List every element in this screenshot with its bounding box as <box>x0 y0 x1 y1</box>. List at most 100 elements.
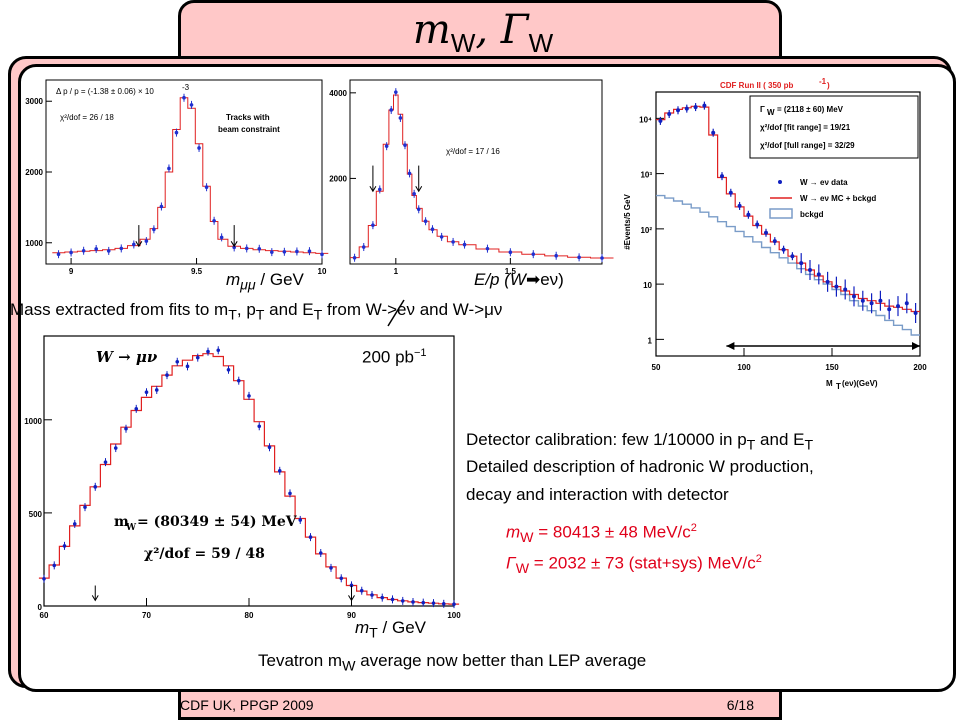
lumi-label: 200 pb−1 <box>362 347 427 367</box>
plot4-point-16 <box>206 349 210 354</box>
plot3-xlabel-sub: T <box>836 382 841 391</box>
mw-result: mW = 80413 ± 48 MeV/c2 <box>506 522 697 547</box>
plot2-point-14 <box>439 235 444 239</box>
plot2-point-20 <box>554 253 558 258</box>
plot1-point-8 <box>152 227 156 232</box>
plot4-xtick-label-1: 70 <box>142 611 151 620</box>
plot1-point-11 <box>174 130 179 135</box>
plot4-point-35 <box>400 599 405 603</box>
plot2-point-8 <box>403 143 407 147</box>
plot3-xtick-label-0: 50 <box>652 363 661 372</box>
calibration-text: Detector calibration: few 1/10000 in pT … <box>466 430 814 454</box>
plot4-xtick-label-3: 90 <box>347 611 356 620</box>
plot3-point-19 <box>825 279 830 284</box>
plot1-annotation-beam: beam constraint <box>218 125 280 134</box>
plot4-point-24 <box>288 491 292 496</box>
plot1-point-1 <box>69 250 73 255</box>
plot2-point-13 <box>430 227 435 231</box>
plot3-ytick-label-4: 10⁴ <box>639 115 652 124</box>
mt-axis-label: mT / GeV <box>355 618 427 642</box>
plot3-point-13 <box>772 239 777 244</box>
plot1-point-21 <box>270 250 274 254</box>
plot2-point-2 <box>371 223 375 227</box>
plot2-xtick-label-1: 1.5 <box>505 267 517 276</box>
plot3-point-6 <box>711 130 716 135</box>
plot4-point-7 <box>113 446 118 450</box>
plot4-point-28 <box>329 566 333 570</box>
plot1-point-20 <box>257 246 262 251</box>
detailed-text-line2: decay and interaction with detector <box>466 485 729 504</box>
plot3-legend-data-marker <box>778 180 782 184</box>
plot4-point-19 <box>236 378 241 383</box>
plot2-point-7 <box>398 116 403 120</box>
plot3-point-7 <box>720 174 724 179</box>
plot3-stat-gamma: Γ <box>760 105 765 114</box>
plot4-frame <box>43 335 455 607</box>
plot4-point-5 <box>93 485 98 489</box>
plot4-ytick-label-1: 500 <box>29 510 43 519</box>
plot3-point-14 <box>781 247 786 252</box>
plot4-point-15 <box>195 355 200 360</box>
plot2-ytick-label-0: 2000 <box>329 174 347 183</box>
plot4-annotation-mw-sub: W <box>125 523 137 533</box>
plot4-point-9 <box>134 407 139 411</box>
plot1-point-9 <box>159 204 164 209</box>
plot4-point-23 <box>277 469 282 473</box>
plot1-point-2 <box>81 248 86 253</box>
plot4-point-25 <box>298 518 303 522</box>
plot1-point-3 <box>94 247 98 251</box>
plot1-annotation-dp: Δ p / p = (-1.38 ± 0.06) × 10 <box>56 87 154 96</box>
plot2-point-16 <box>462 242 467 247</box>
missing-et-slash <box>387 299 405 327</box>
plot4-point-30 <box>349 583 354 588</box>
plot1-xtick-label-2: 10 <box>318 267 327 276</box>
plot4-ytick-label-2: 1000 <box>24 417 42 426</box>
plot1-point-5 <box>119 246 124 251</box>
plot4-point-21 <box>257 424 262 429</box>
plot4-xtick-label-4: 100 <box>447 611 461 620</box>
plot3-xlabel-end: (eν)(GeV) <box>842 379 878 388</box>
plot4-point-17 <box>216 348 221 353</box>
ep-axis-label: E/p (W➡eν) <box>474 270 564 289</box>
plot1-point-16 <box>212 218 216 223</box>
plot1-point-19 <box>244 246 249 251</box>
tevatron-text: Tevatron mW average now better than LEP … <box>258 651 647 675</box>
plot3-xlabel: M <box>826 379 833 388</box>
plot2-point-10 <box>412 192 416 196</box>
plot4-point-18 <box>226 367 231 372</box>
plot3-point-10 <box>746 212 751 217</box>
e-over-p-plot: 1 1.5 2000 4000 χ²/dof = 17 / 16 <box>329 79 614 276</box>
plot4-point-14 <box>185 364 190 369</box>
plot1-point-7 <box>144 239 149 243</box>
plot3-ytick-label-3: 10³ <box>640 171 652 180</box>
plot3-point-11 <box>755 222 760 227</box>
plot3-point-24 <box>869 301 874 306</box>
mass-extracted-text: Mass extracted from fits to mT, pT and E… <box>10 300 503 324</box>
plot3-point-21 <box>843 287 848 292</box>
plot3-point-27 <box>896 304 900 309</box>
plot4-point-31 <box>359 588 364 593</box>
plot3-legend-mc: W → eν MC + bckgd <box>800 194 876 203</box>
plot3-point-18 <box>816 272 821 277</box>
mumu-mass-plot: 9 9.5 10 1000 2000 3000 Δ p / p = (-1.38 ± 0.0… <box>25 79 329 276</box>
plot1-annotation-tracks: Tracks with <box>226 113 270 122</box>
plot3-point-9 <box>737 203 742 208</box>
plot1-point-23 <box>295 249 299 254</box>
plot3-point-15 <box>790 254 795 259</box>
plot4-point-4 <box>83 505 87 509</box>
plot4-point-40 <box>452 602 456 606</box>
plot4-point-1 <box>52 563 57 568</box>
plot1-annotation-dp-exp: -3 <box>182 83 190 92</box>
plot2-arrowhead-0 <box>369 185 377 193</box>
detailed-text-line1: Detailed description of hadronic W produ… <box>466 457 814 476</box>
plot3-point-5 <box>702 103 707 108</box>
plot1-point-4 <box>106 249 111 253</box>
plot4-point-39 <box>441 602 446 606</box>
plot4-point-10 <box>144 390 149 395</box>
plot1-arrowhead-1 <box>230 241 238 248</box>
plot2-point-21 <box>577 255 581 260</box>
plot3-point-1 <box>667 111 672 116</box>
plot3-point-17 <box>808 268 812 273</box>
cdf-mt-enu-plot: 50 100 150 200 1 10 10² 10³ 10⁴ CDF Run II ( 350 … <box>623 77 927 391</box>
plot4-point-6 <box>103 460 108 464</box>
